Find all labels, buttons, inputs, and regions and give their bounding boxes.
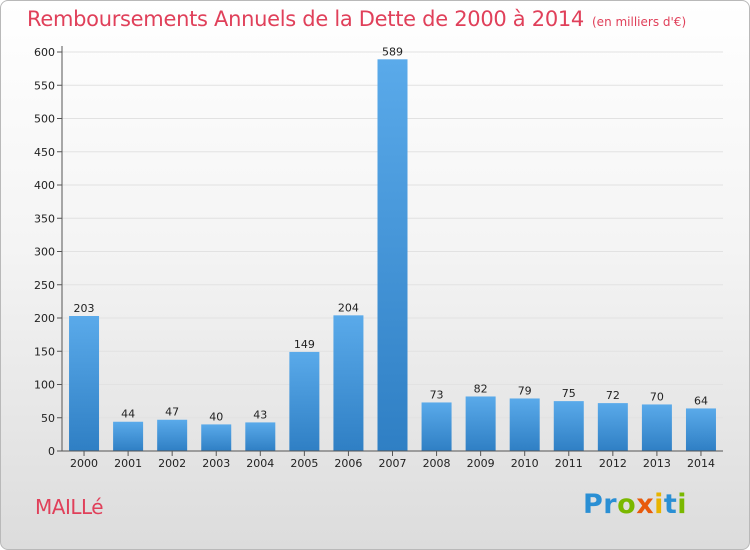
x-tick-label: 2008 xyxy=(423,457,451,470)
x-tick-label: 2013 xyxy=(643,457,671,470)
data-label: 203 xyxy=(74,302,95,315)
x-tick-label: 2009 xyxy=(467,457,495,470)
logo-letter: P xyxy=(583,489,604,520)
x-tick-label: 2011 xyxy=(555,457,583,470)
y-tick-label: 300 xyxy=(34,246,55,259)
logo-letter: t xyxy=(663,489,678,520)
y-tick-label: 600 xyxy=(34,46,55,59)
data-label: 47 xyxy=(165,406,179,419)
bar xyxy=(641,404,672,451)
logo-letter: x xyxy=(636,489,655,520)
data-label: 64 xyxy=(694,394,708,407)
x-tick-label: 2012 xyxy=(599,457,627,470)
proxiti-logo: Proxiti xyxy=(583,489,687,520)
bar xyxy=(201,424,232,451)
bar xyxy=(685,408,716,451)
data-label: 43 xyxy=(253,408,267,421)
y-tick-label: 400 xyxy=(34,179,55,192)
x-tick-label: 2010 xyxy=(511,457,539,470)
x-tick-label: 2005 xyxy=(290,457,318,470)
y-tick-label: 500 xyxy=(34,113,55,126)
chart-subtitle: (en milliers d'€) xyxy=(592,15,687,29)
bar xyxy=(69,316,100,451)
data-label: 204 xyxy=(338,301,359,314)
data-label: 70 xyxy=(650,390,664,403)
x-tick-label: 2002 xyxy=(158,457,186,470)
x-tick-label: 2014 xyxy=(687,457,715,470)
data-label: 40 xyxy=(209,410,223,423)
x-tick-label: 2003 xyxy=(202,457,230,470)
bar xyxy=(377,59,408,451)
bar xyxy=(113,421,144,451)
commune-name: MAILLé xyxy=(35,495,104,519)
y-tick-label: 550 xyxy=(34,79,55,92)
logo-letter: i xyxy=(654,489,664,520)
x-tick-label: 2007 xyxy=(379,457,407,470)
bar xyxy=(157,419,188,451)
data-label: 73 xyxy=(430,388,444,401)
bar xyxy=(421,402,452,451)
data-label: 82 xyxy=(474,382,488,395)
data-label: 72 xyxy=(606,389,620,402)
y-tick-label: 0 xyxy=(48,445,55,458)
title-text: Remboursements Annuels de la Dette de 20… xyxy=(27,7,584,31)
data-label: 589 xyxy=(382,45,403,58)
bar xyxy=(465,396,496,451)
data-label: 75 xyxy=(562,387,576,400)
x-tick-label: 2004 xyxy=(246,457,274,470)
y-tick-label: 250 xyxy=(34,279,55,292)
chart-title: Remboursements Annuels de la Dette de 20… xyxy=(27,7,686,31)
bar xyxy=(245,422,276,451)
bar xyxy=(289,351,320,451)
bar xyxy=(553,401,584,451)
x-tick-label: 2000 xyxy=(70,457,98,470)
data-label: 79 xyxy=(518,384,532,397)
logo-letter: o xyxy=(617,489,637,520)
x-tick-label: 2001 xyxy=(114,457,142,470)
bar xyxy=(509,398,540,451)
y-tick-label: 100 xyxy=(34,379,55,392)
x-tick-label: 2006 xyxy=(334,457,362,470)
y-tick-label: 200 xyxy=(34,312,55,325)
logo-letter: i xyxy=(677,489,688,520)
y-tick-label: 350 xyxy=(34,212,55,225)
y-tick-label: 450 xyxy=(34,146,55,159)
y-tick-label: 150 xyxy=(34,345,55,358)
bar xyxy=(333,315,364,451)
data-label: 149 xyxy=(294,338,315,351)
logo-letter: r xyxy=(603,489,618,520)
y-tick-label: 50 xyxy=(41,412,55,425)
bar xyxy=(597,403,628,451)
data-label: 44 xyxy=(121,408,135,421)
